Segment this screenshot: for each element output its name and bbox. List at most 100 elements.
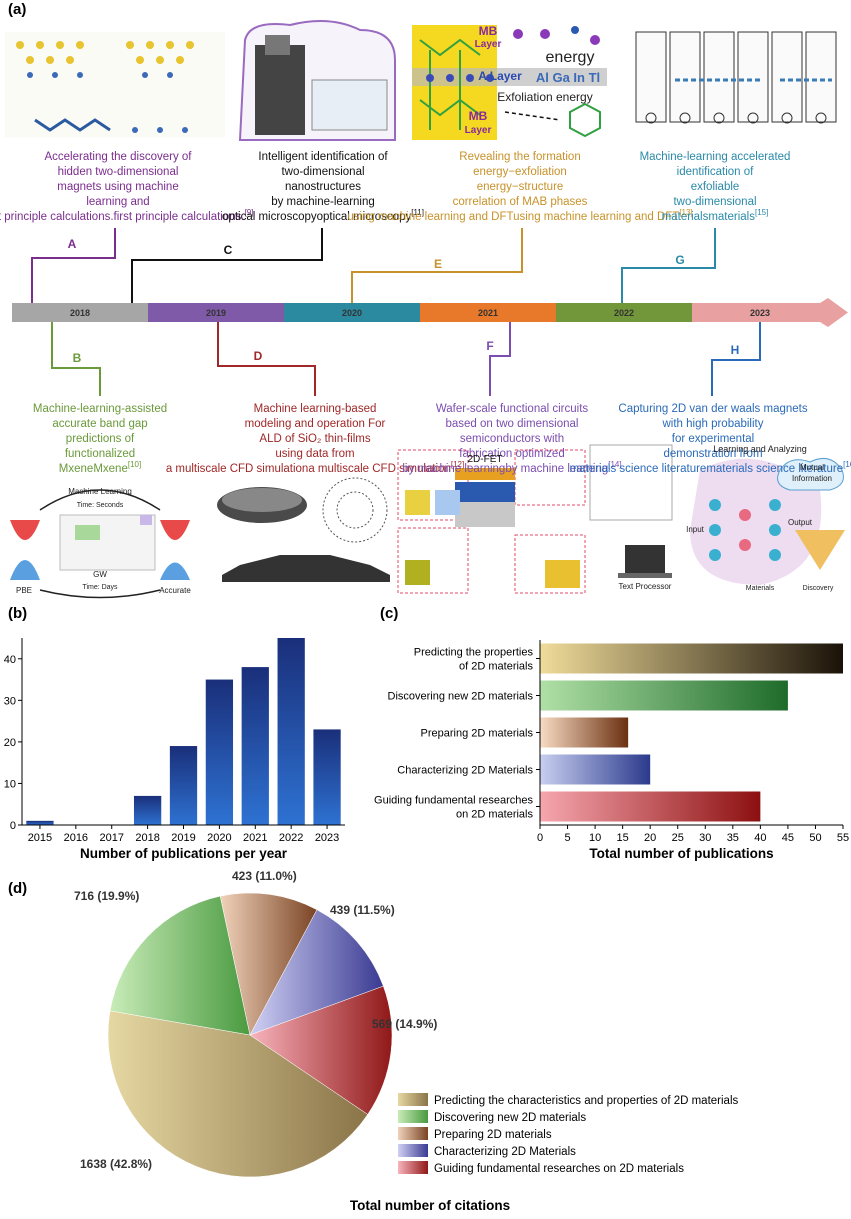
- event-text: modeling and operation For: [245, 418, 386, 430]
- event-text: a multiscale CFD simulation: [308, 463, 451, 475]
- inset-d: [217, 477, 390, 582]
- event-text: magnets using machine: [57, 181, 178, 193]
- x-tick-label: 2021: [243, 832, 267, 844]
- year-label: 2023: [750, 308, 770, 318]
- event-connector: [217, 322, 316, 396]
- bar: [540, 791, 761, 822]
- value-label: 569 (14.9%): [372, 1017, 437, 1031]
- event-text: by machine learning: [505, 463, 608, 475]
- inset-text: Input: [686, 525, 705, 534]
- event-letter: G: [675, 253, 684, 267]
- inset-text: MB: [479, 24, 498, 38]
- y-tick-label: Discovering new 2D materials: [388, 691, 534, 703]
- event-text: by machine-learning: [271, 196, 375, 208]
- event-text: two-dimensional: [281, 166, 364, 178]
- y-tick-label: 0: [10, 820, 16, 832]
- x-tick-label: 2019: [171, 832, 195, 844]
- event-ref: [13]: [679, 208, 692, 217]
- bar: [277, 638, 305, 825]
- chart-title: Total number of citations: [350, 1198, 510, 1213]
- event-text: energy−structure: [477, 181, 564, 193]
- inset-g: [635, 31, 837, 124]
- value-label: 716 (19.9%): [74, 889, 139, 903]
- legend-label: Predicting the characteristics and prope…: [434, 1095, 739, 1107]
- bar: [205, 679, 234, 825]
- event-text: for experimental: [672, 433, 754, 445]
- panel-label: (b): [8, 605, 27, 622]
- y-tick-label: Preparing 2D materials: [421, 728, 534, 740]
- year-label: 2019: [206, 308, 226, 318]
- x-axis-label: Total number of publications: [589, 846, 773, 861]
- bar: [540, 717, 629, 748]
- event-text: with high probability: [661, 418, 763, 430]
- panel-label: (d): [8, 880, 27, 897]
- inset-text: Text Processor: [619, 582, 672, 591]
- legend-swatch: [398, 1127, 428, 1140]
- y-tick-label: 30: [4, 695, 16, 707]
- event-text: optical microscopy: [317, 211, 412, 223]
- event-letter: A: [68, 237, 77, 251]
- timeline-segment: [148, 303, 284, 322]
- event-connector: [711, 322, 761, 396]
- event-letter: B: [73, 351, 82, 365]
- inset-text: Information: [792, 474, 832, 483]
- y-tick-label: Characterizing 2D Materials: [397, 765, 533, 777]
- legend-swatch: [398, 1161, 428, 1174]
- inset-text: 2D-FET: [468, 454, 503, 465]
- inset-a: [5, 32, 225, 137]
- event-ref: [9]: [245, 208, 254, 217]
- year-label: 2018: [70, 308, 90, 318]
- event-text-line: by machine learningby machine learning[1…: [402, 460, 621, 475]
- event-text: materials science literature: [706, 463, 843, 475]
- event-connector: [621, 228, 716, 303]
- inset-text: energy: [546, 49, 595, 66]
- event-text: correlation of MAB phases: [453, 196, 588, 208]
- inset-text: Al Ga In Tl: [536, 70, 600, 85]
- event-text: Accelerating the discovery of: [44, 151, 192, 163]
- legend-label: Characterizing 2D Materials: [434, 1146, 576, 1158]
- event-text: based on two dimensional: [446, 418, 579, 430]
- x-tick-label: 15: [617, 832, 629, 844]
- event-text: Machine-learning accelerated: [640, 151, 791, 163]
- x-tick-label: 55: [837, 832, 849, 844]
- event-text: nanostructures: [285, 181, 361, 193]
- x-tick-label: 30: [699, 832, 711, 844]
- event-connector: [489, 322, 511, 396]
- timeline-segment: [12, 303, 148, 322]
- timeline-arrow: [692, 298, 848, 327]
- axis: [539, 640, 843, 826]
- panel-label: (a): [8, 1, 26, 18]
- event-text: Machine-learning-assisted: [33, 403, 167, 415]
- x-tick-label: 20: [644, 832, 656, 844]
- timeline-segment: [556, 303, 692, 322]
- event-text-line: materials science literaturematerials sc…: [570, 460, 851, 475]
- event-text: learning and: [86, 196, 149, 208]
- event-text: identification of: [677, 166, 755, 178]
- event-text-line: optical microscopyoptical microscopy[11]: [222, 208, 424, 223]
- x-axis-label: Number of publications per year: [80, 846, 288, 861]
- event-text: Revealing the formation: [459, 151, 580, 163]
- value-label: 1638 (42.8%): [80, 1157, 152, 1171]
- bar: [169, 746, 198, 825]
- panel-label: (c): [380, 605, 398, 622]
- y-tick-label: Guiding fundamental researches on 2D mate…: [374, 795, 533, 821]
- pie-slice: [109, 895, 251, 1036]
- pie-slice: [107, 1010, 369, 1178]
- inset-text: Output: [788, 518, 813, 527]
- event-text: exfoliable: [691, 181, 740, 193]
- inset-text: Machine Learning: [68, 487, 132, 496]
- event-text: Machine learning-based: [254, 403, 377, 415]
- y-tick-label: 40: [4, 654, 16, 666]
- inset-text: MB: [469, 109, 488, 123]
- x-tick-label: 2022: [279, 832, 303, 844]
- event-text: two-dimensional: [673, 196, 756, 208]
- y-tick-label: 10: [4, 778, 16, 790]
- event-text: demonstration from: [663, 448, 762, 460]
- inset-text: Discovery: [803, 585, 834, 592]
- pie-slice: [249, 909, 384, 1036]
- x-tick-label: 2020: [207, 832, 231, 844]
- inset-images: [5, 20, 845, 599]
- pie-slice: [219, 892, 318, 1036]
- inset-h: [589, 444, 845, 585]
